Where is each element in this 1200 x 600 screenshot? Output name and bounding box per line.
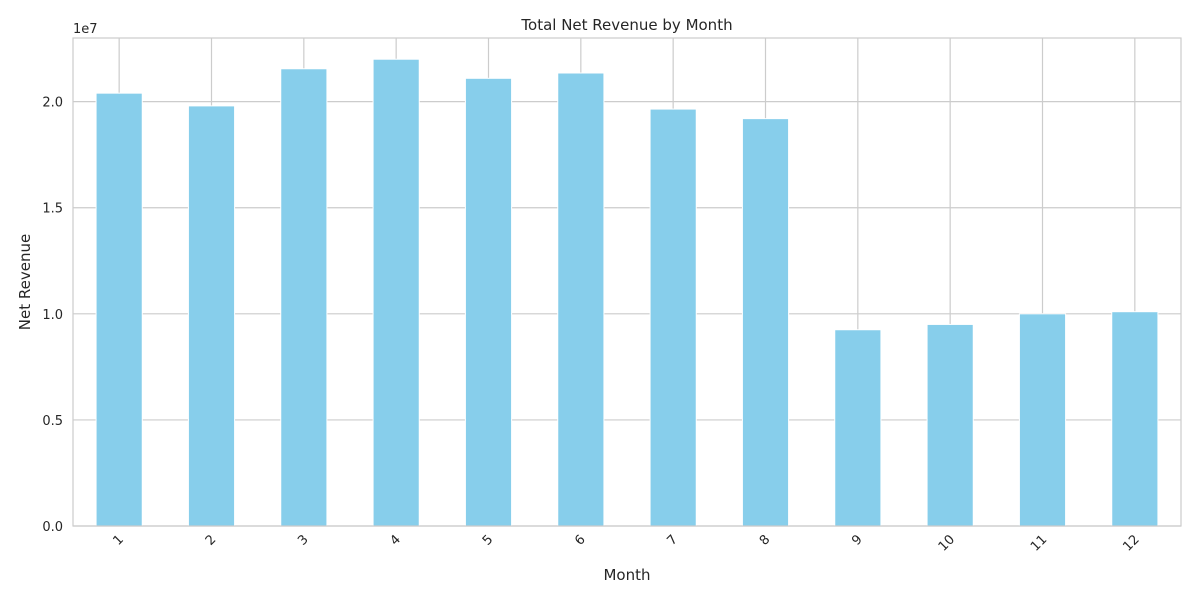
x-tick-label: 4 <box>388 532 404 548</box>
bar <box>95 92 143 527</box>
bar <box>834 329 882 527</box>
x-tick-label: 12 <box>1120 532 1142 554</box>
bar <box>557 72 605 527</box>
x-tick-label: 10 <box>936 532 958 554</box>
bar <box>1111 311 1159 527</box>
x-tick-label: 6 <box>572 532 588 548</box>
x-tick-label: 9 <box>849 532 865 548</box>
x-tick-label: 7 <box>665 532 681 548</box>
bar <box>926 323 974 527</box>
y-tick-label: 1.5 <box>42 202 63 217</box>
bar <box>372 58 420 527</box>
chart-title: Total Net Revenue by Month <box>520 16 732 34</box>
x-tick-label: 11 <box>1028 532 1050 554</box>
x-axis-title: Month <box>603 566 650 584</box>
plot-frame <box>72 37 1182 527</box>
y-tick-label: 0.5 <box>42 414 63 429</box>
x-tick-label: 1 <box>111 532 127 548</box>
bar <box>187 105 236 527</box>
y-offset-label: 1e7 <box>73 22 98 37</box>
x-tick-label: 8 <box>757 532 773 548</box>
x-tick-label: 3 <box>295 532 311 548</box>
bar <box>464 77 513 527</box>
bar <box>649 108 697 527</box>
plot-background <box>73 38 1181 526</box>
x-tick-label: 5 <box>480 532 496 548</box>
y-tick-label: 1.0 <box>42 308 63 323</box>
y-tick-label: 0.0 <box>42 520 63 535</box>
x-tick-label: 2 <box>203 532 219 548</box>
bar <box>1018 313 1067 527</box>
y-axis-title: Net Revenue <box>16 234 34 330</box>
bar <box>280 68 328 527</box>
y-tick-label: 2.0 <box>42 96 63 111</box>
bar <box>741 118 790 527</box>
